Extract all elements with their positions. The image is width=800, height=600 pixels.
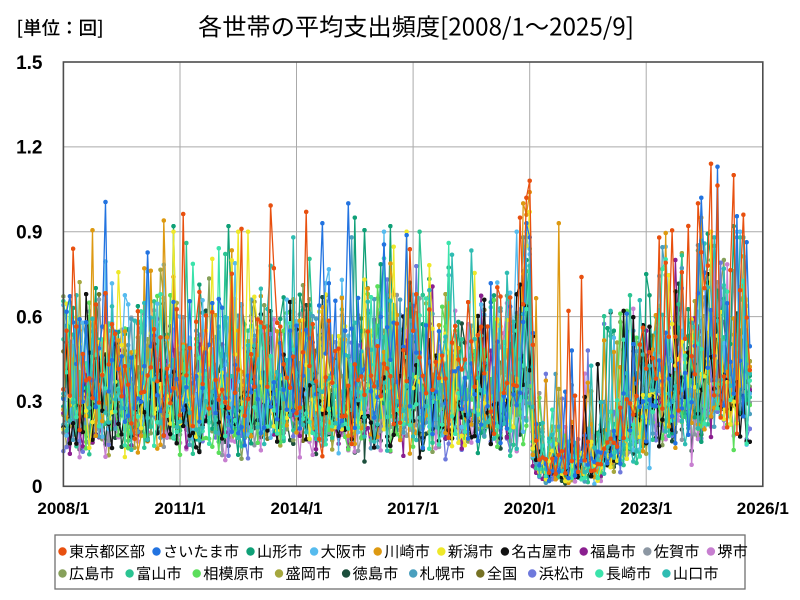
svg-text:1.2: 1.2 (16, 138, 42, 159)
svg-text:0.9: 0.9 (16, 223, 42, 244)
svg-text:0.3: 0.3 (16, 392, 42, 413)
svg-text:2026/1: 2026/1 (737, 499, 789, 518)
svg-text:2020/1: 2020/1 (504, 499, 556, 518)
svg-text:2014/1: 2014/1 (271, 499, 323, 518)
svg-text:1.5: 1.5 (16, 53, 43, 74)
svg-text:0: 0 (32, 477, 43, 498)
svg-text:2008/1: 2008/1 (37, 499, 89, 518)
svg-text:2011/1: 2011/1 (154, 499, 205, 518)
svg-text:0.6: 0.6 (16, 307, 42, 328)
svg-text:2017/1: 2017/1 (387, 499, 439, 518)
svg-text:2023/1: 2023/1 (620, 499, 672, 518)
